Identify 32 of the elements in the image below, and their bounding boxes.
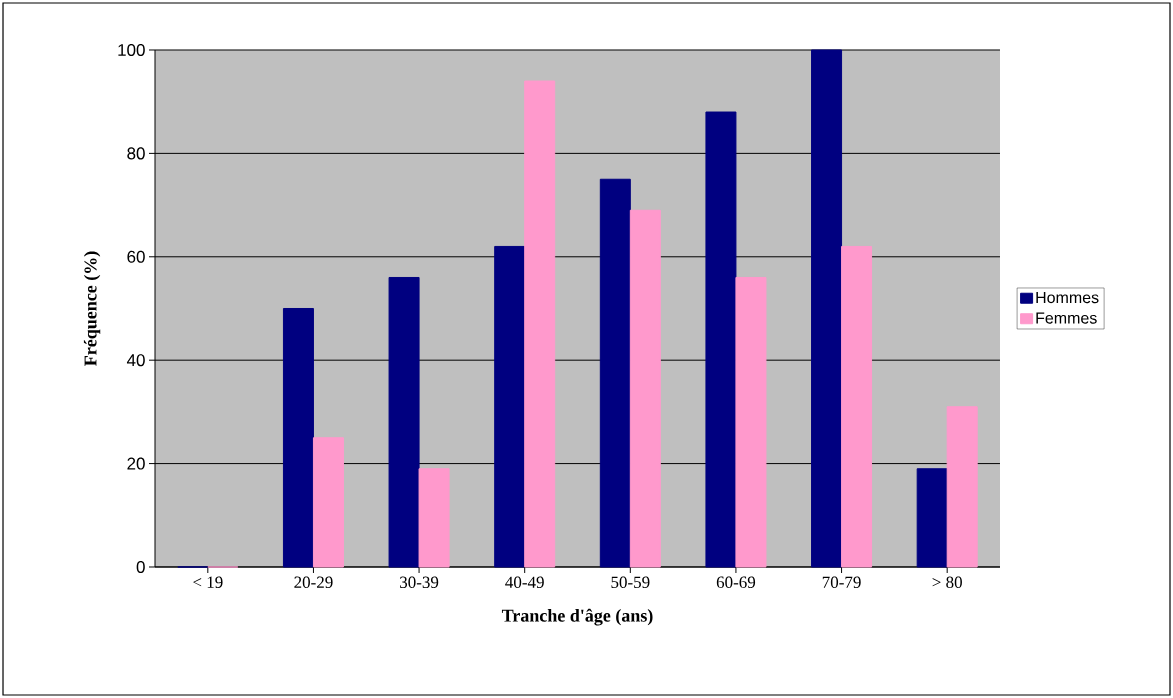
bar bbox=[629, 209, 661, 568]
bar bbox=[418, 468, 450, 568]
legend-label: Hommes bbox=[1036, 291, 1099, 304]
bar bbox=[811, 49, 843, 568]
bar bbox=[494, 245, 526, 568]
bar bbox=[841, 245, 873, 568]
bar bbox=[735, 276, 767, 568]
y-axis-title: Fréquence (%) bbox=[83, 251, 101, 366]
bar bbox=[312, 437, 344, 568]
bar bbox=[946, 406, 978, 568]
bar bbox=[916, 468, 948, 568]
x-tick-label: > 80 bbox=[932, 576, 962, 588]
bar bbox=[599, 178, 631, 568]
x-tick-label: < 19 bbox=[193, 576, 223, 588]
y-tick-label: 60 bbox=[127, 250, 145, 263]
y-tick-label: 0 bbox=[136, 560, 145, 574]
bar bbox=[282, 307, 314, 568]
y-tick-label: 20 bbox=[127, 457, 145, 470]
y-tick-label: 100 bbox=[118, 43, 145, 57]
x-axis-title: Tranche d'âge (ans) bbox=[501, 608, 653, 626]
bar bbox=[524, 80, 556, 568]
x-tick-label: 60-69 bbox=[716, 576, 756, 588]
x-tick-label: 20-29 bbox=[294, 576, 333, 588]
x-tick-label: 30-39 bbox=[400, 576, 439, 588]
x-tick-label: 70-79 bbox=[822, 576, 861, 588]
y-tick-label: 40 bbox=[126, 354, 145, 367]
bar bbox=[388, 276, 420, 568]
bar bbox=[705, 111, 737, 568]
x-tick-label: 50-59 bbox=[611, 576, 650, 588]
legend-label: Femmes bbox=[1036, 312, 1097, 324]
x-tick-label: 40-49 bbox=[505, 576, 544, 588]
y-tick-label: 80 bbox=[127, 147, 145, 160]
